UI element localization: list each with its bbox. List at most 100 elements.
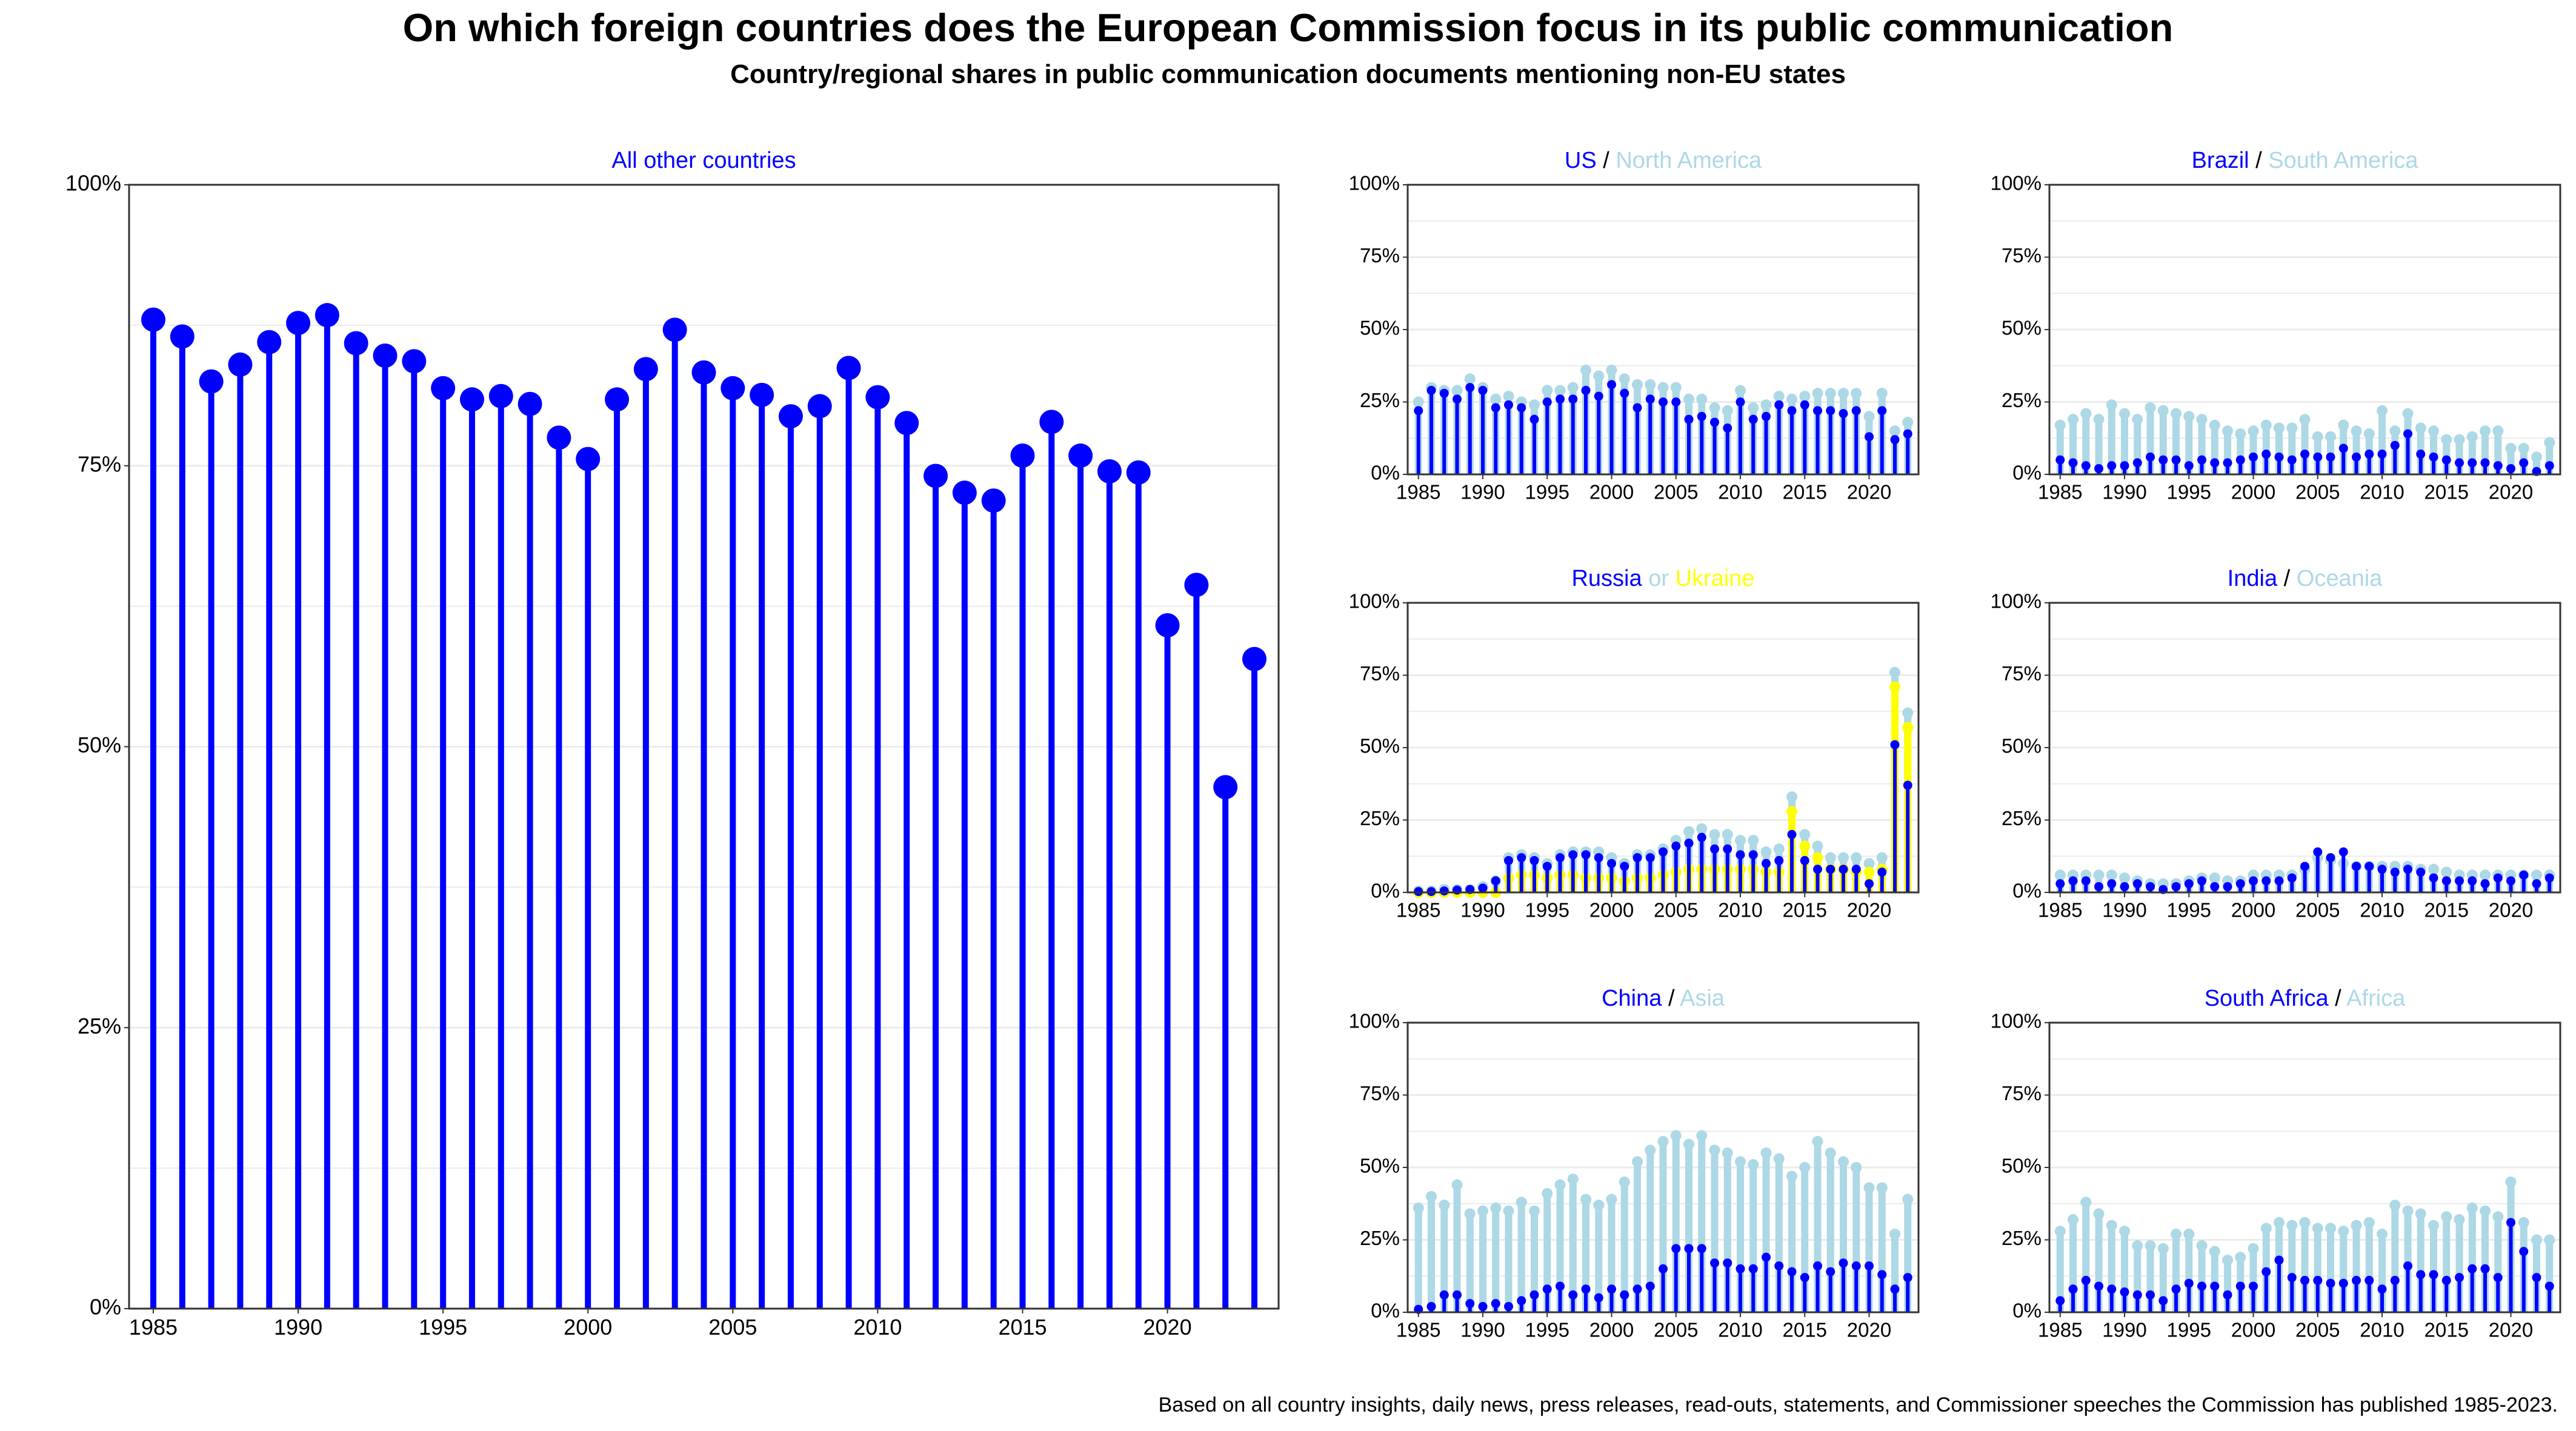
x-tick-label: 2000 (2231, 898, 2275, 921)
point-india (2480, 879, 2490, 889)
point-asia (1516, 1197, 1527, 1208)
point-south-africa (2454, 1273, 2464, 1283)
point-india (2313, 847, 2323, 857)
point-south-africa (2158, 1296, 2168, 1306)
point-india (2326, 853, 2335, 863)
point-india (2468, 876, 2477, 886)
x-tick-label: 1995 (1525, 1318, 1569, 1341)
point-russia-or-ukraine (1709, 829, 1720, 840)
panel-title: India / Oceania (2228, 566, 2383, 591)
panel-title-part: / (2329, 986, 2347, 1011)
point-india (2506, 876, 2515, 886)
point-china (1556, 1281, 1565, 1291)
point-india (2454, 876, 2464, 886)
panel-title-part: North America (1616, 148, 1762, 173)
panel-frame (2048, 602, 2561, 894)
x-tick-label: 1985 (1396, 1318, 1440, 1341)
point-china (1851, 1261, 1861, 1271)
y-tick-label: 75% (1360, 662, 1400, 685)
point-north-america (1619, 373, 1630, 385)
point-brazil (2132, 458, 2142, 468)
panel-title-part: / (1597, 148, 1616, 173)
point-all-other-countries (662, 317, 687, 342)
x-tick-label: 2000 (1589, 898, 1634, 921)
point-ukraine (1889, 681, 1900, 692)
point-all-other-countries (981, 488, 1006, 513)
point-south-africa (2377, 1284, 2387, 1294)
panel-title: Russia or Ukraine (1571, 566, 1754, 591)
point-south-africa (2197, 1281, 2207, 1291)
y-tick-label: 50% (78, 732, 121, 757)
point-ukraine (1799, 840, 1811, 852)
point-south-africa (2300, 1275, 2309, 1285)
x-tick-label: 2010 (2360, 898, 2404, 921)
point-all-other-countries (778, 404, 803, 429)
panel-title-part: India (2228, 566, 2278, 591)
point-india (2300, 862, 2309, 871)
point-africa (2222, 1254, 2234, 1266)
point-south-america (2171, 408, 2182, 419)
point-asia (1606, 1194, 1617, 1205)
point-africa (2389, 1200, 2401, 1211)
x-tick-label: 2010 (853, 1315, 902, 1340)
point-russia-or-ukraine (1786, 791, 1797, 803)
x-tick-label: 2000 (1589, 1318, 1634, 1341)
point-russia (1529, 855, 1539, 865)
point-us (1890, 435, 1900, 445)
y-tick-label: 100% (1349, 172, 1400, 194)
point-us (1529, 414, 1539, 424)
point-russia (1659, 847, 1668, 857)
point-india (2390, 868, 2400, 877)
point-asia (1722, 1147, 1733, 1159)
y-tick-label: 75% (1360, 244, 1400, 267)
point-south-africa (2223, 1290, 2232, 1300)
point-brazil (2468, 458, 2477, 468)
point-us (1671, 397, 1681, 407)
point-south-america (2505, 442, 2517, 454)
point-china (1645, 1281, 1655, 1291)
y-tick-label: 50% (1360, 317, 1400, 339)
point-brazil (2261, 450, 2271, 459)
point-india (2261, 876, 2271, 886)
point-russia (1787, 829, 1797, 839)
point-asia (1760, 1147, 1772, 1159)
point-south-america (2132, 414, 2143, 425)
point-asia (1748, 1159, 1759, 1170)
x-tick-label: 2010 (1718, 898, 1762, 921)
x-tick-label: 2020 (2489, 898, 2533, 921)
x-tick-label: 1995 (2167, 480, 2211, 503)
point-south-africa (2544, 1281, 2554, 1291)
point-africa (2531, 1234, 2542, 1246)
point-brazil (2429, 452, 2438, 462)
x-tick-label: 1990 (1460, 898, 1505, 921)
panel-title-part: All other countries (611, 148, 796, 173)
x-tick-label: 1990 (1460, 480, 1505, 503)
x-tick-label: 1995 (2167, 898, 2211, 921)
point-russia-or-ukraine (1799, 829, 1811, 840)
point-china (1864, 1261, 1874, 1271)
point-all-other-countries (952, 480, 977, 505)
point-all-other-countries (576, 447, 601, 471)
point-north-america (1567, 382, 1579, 393)
point-russia-or-ukraine (1851, 852, 1862, 863)
point-south-america (2325, 431, 2336, 442)
point-south-america (2466, 431, 2478, 442)
point-india (2235, 879, 2245, 889)
point-india (2197, 876, 2207, 886)
point-all-other-countries (1010, 443, 1035, 468)
point-brazil (2184, 461, 2194, 471)
point-russia-or-ukraine (1876, 852, 1888, 863)
x-tick-label: 2015 (998, 1315, 1047, 1340)
x-tick-label: 2015 (2425, 1318, 2469, 1341)
point-south-america (2389, 425, 2401, 437)
point-south-america (2068, 414, 2079, 425)
point-asia (1580, 1194, 1592, 1205)
point-all-other-countries (315, 303, 339, 328)
point-all-other-countries (691, 360, 716, 385)
panel-title-part: / (2249, 148, 2269, 173)
point-south-america (2209, 419, 2220, 431)
point-china (1800, 1273, 1809, 1283)
point-brazil (2081, 461, 2091, 471)
point-brazil (2274, 452, 2284, 462)
point-north-america (1632, 379, 1643, 390)
